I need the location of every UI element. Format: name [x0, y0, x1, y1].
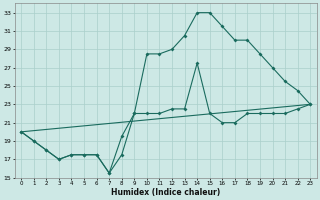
X-axis label: Humidex (Indice chaleur): Humidex (Indice chaleur): [111, 188, 220, 197]
